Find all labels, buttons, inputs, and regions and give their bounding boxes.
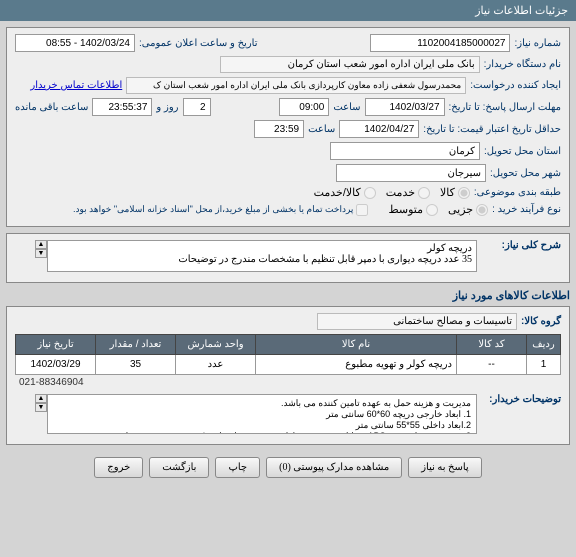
deadline-time-field: 09:00	[279, 98, 329, 116]
group-label: گروه کالا:	[521, 316, 561, 327]
radio-khadamat[interactable]: خدمت	[386, 186, 430, 199]
days-remain: 2	[183, 98, 211, 116]
deadline-label: مهلت ارسال پاسخ: تا تاریخ:	[449, 102, 561, 113]
goods-table: ردیف کد کالا نام کالا واحد شمارش تعداد /…	[15, 334, 561, 375]
buyer-label: نام دستگاه خریدار:	[484, 59, 561, 70]
process-label: نوع فرآیند خرید :	[492, 204, 561, 215]
validity-date-field: 1402/04/27	[339, 120, 419, 138]
notes-scroll-up-icon[interactable]: ▲	[35, 394, 47, 403]
col-row: ردیف	[527, 335, 561, 355]
goods-panel: گروه کالا: تاسیسات و مصالح ساختمانی ردیف…	[6, 306, 570, 445]
radio-kalakhadamat[interactable]: کالا/خدمت	[314, 186, 376, 199]
announce-field: 1402/03/24 - 08:55	[15, 34, 135, 52]
print-button[interactable]: چاپ	[215, 457, 260, 478]
validity-label: حداقل تاریخ اعتبار قیمت: تا تاریخ:	[423, 124, 561, 135]
subject-cat-label: طبقه بندی موضوعی:	[474, 187, 561, 198]
radio-kala[interactable]: کالا	[440, 186, 470, 199]
announce-label: تاریخ و ساعت اعلان عمومی:	[139, 38, 258, 49]
process-radio-group: جزیی متوسط	[388, 203, 488, 216]
time-remain: 23:55:37	[92, 98, 152, 116]
buyer-notes-label: توضیحات خریدار:	[481, 394, 561, 405]
validity-time-field: 23:59	[254, 120, 304, 138]
scroll-down-icon[interactable]: ▼	[35, 249, 47, 258]
col-qty: تعداد / مقدار	[96, 335, 176, 355]
footer-buttons: پاسخ به نیاز مشاهده مدارک پیوستی (0) چاپ…	[6, 451, 570, 484]
category-radio-group: کالا خدمت کالا/خدمت	[314, 186, 470, 199]
back-button[interactable]: بازگشت	[149, 457, 209, 478]
col-unit: واحد شمارش	[176, 335, 256, 355]
col-code: کد کالا	[457, 335, 527, 355]
scroll-up-icon[interactable]: ▲	[35, 240, 47, 249]
col-date: تاریخ نیاز	[16, 335, 96, 355]
deadline-date-field: 1402/03/27	[365, 98, 445, 116]
city-label: شهر محل تحویل:	[490, 168, 561, 179]
phone-text: 021-88346904	[15, 375, 561, 390]
col-name: نام کالا	[256, 335, 457, 355]
desc-label: شرح کلی نیاز:	[481, 240, 561, 251]
city-field: سیرجان	[336, 164, 486, 182]
radio-jozi[interactable]: جزیی	[448, 203, 488, 216]
creator-field: محمدرسول شعفی زاده معاون کارپردازی بانک …	[126, 77, 466, 94]
notes-scroll-down-icon[interactable]: ▼	[35, 403, 47, 412]
window-title: جزئیات اطلاعات نیاز	[0, 0, 576, 21]
goods-section-title: اطلاعات کالاهای مورد نیاز	[6, 289, 570, 302]
need-no-field: 1102004185000027	[370, 34, 510, 52]
exit-button[interactable]: خروج	[94, 457, 143, 478]
table-row[interactable]: 1 -- دریچه کولر و تهویه مطبوع عدد 35 140…	[16, 355, 561, 375]
description-panel: شرح کلی نیاز: ▲ ▼	[6, 233, 570, 283]
contact-link[interactable]: اطلاعات تماس خریدار	[30, 80, 122, 91]
exec-loc-field: کرمان	[330, 142, 480, 160]
radio-motevaset[interactable]: متوسط	[388, 203, 438, 216]
desc-textarea[interactable]	[47, 240, 477, 272]
creator-label: ایجاد کننده درخواست:	[470, 80, 561, 91]
main-info-panel: شماره نیاز: 1102004185000027 تاریخ و ساع…	[6, 27, 570, 227]
buyer-field: بانک ملی ایران اداره امور شعب استان کرما…	[220, 56, 480, 73]
respond-button[interactable]: پاسخ به نیاز	[408, 457, 482, 478]
payment-checkbox[interactable]: پرداخت تمام یا بخشی از مبلغ خرید،از محل …	[73, 204, 368, 216]
exec-loc-label: استان محل تحویل:	[484, 146, 561, 157]
group-field: تاسیسات و مصالح ساختمانی	[317, 313, 517, 330]
need-no-label: شماره نیاز:	[514, 38, 561, 49]
buyer-notes-box: مدیریت و هزینه حمل به عهده تامین کننده م…	[47, 394, 477, 434]
docs-button[interactable]: مشاهده مدارک پیوستی (0)	[266, 457, 402, 478]
